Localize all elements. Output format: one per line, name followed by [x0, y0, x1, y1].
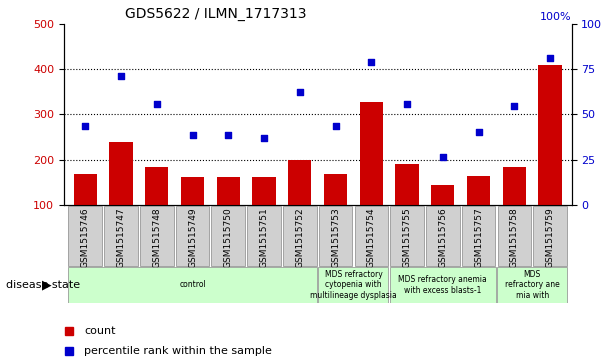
FancyBboxPatch shape [390, 267, 496, 303]
Text: 100%: 100% [540, 12, 572, 22]
Point [223, 132, 233, 138]
FancyBboxPatch shape [68, 267, 317, 303]
Text: MDS refractory
cytopenia with
multilineage dysplasia: MDS refractory cytopenia with multilinea… [310, 270, 397, 300]
Text: control: control [179, 281, 206, 289]
Bar [109, 142, 133, 205]
FancyBboxPatch shape [283, 206, 317, 266]
Text: percentile rank within the sample: percentile rank within the sample [85, 346, 272, 356]
Text: MDS refractory anemia
with excess blasts-1: MDS refractory anemia with excess blasts… [398, 275, 487, 295]
Text: GSM1515748: GSM1515748 [152, 207, 161, 268]
Text: GSM1515751: GSM1515751 [260, 207, 269, 268]
FancyBboxPatch shape [354, 206, 388, 266]
Point [367, 59, 376, 65]
Text: disease state: disease state [6, 280, 80, 290]
FancyBboxPatch shape [497, 206, 531, 266]
Point [474, 129, 483, 134]
Text: GSM1515756: GSM1515756 [438, 207, 447, 268]
Text: GSM1515752: GSM1515752 [295, 207, 304, 268]
Point [152, 101, 162, 107]
Bar [324, 174, 347, 205]
Point [259, 135, 269, 141]
Text: GSM1515757: GSM1515757 [474, 207, 483, 268]
FancyBboxPatch shape [426, 206, 460, 266]
FancyBboxPatch shape [497, 267, 567, 303]
Bar [395, 164, 419, 205]
Point [116, 73, 126, 79]
FancyBboxPatch shape [176, 206, 209, 266]
Text: GSM1515746: GSM1515746 [81, 207, 90, 268]
FancyBboxPatch shape [533, 206, 567, 266]
Text: GSM1515754: GSM1515754 [367, 207, 376, 268]
Bar [431, 185, 454, 205]
Text: GSM1515747: GSM1515747 [117, 207, 125, 268]
FancyBboxPatch shape [69, 206, 102, 266]
Bar [288, 160, 311, 205]
Text: GDS5622 / ILMN_1717313: GDS5622 / ILMN_1717313 [125, 7, 306, 21]
Point [438, 155, 447, 160]
Text: GSM1515750: GSM1515750 [224, 207, 233, 268]
Point [545, 55, 555, 61]
Point [80, 123, 90, 129]
Point [402, 101, 412, 107]
Text: ▶: ▶ [42, 278, 52, 291]
Bar [252, 177, 275, 205]
Bar [181, 177, 204, 205]
FancyBboxPatch shape [104, 206, 138, 266]
FancyBboxPatch shape [390, 206, 424, 266]
Bar [74, 174, 97, 205]
Bar [360, 102, 383, 205]
Bar [503, 167, 526, 205]
Bar [216, 177, 240, 205]
Text: GSM1515758: GSM1515758 [510, 207, 519, 268]
FancyBboxPatch shape [247, 206, 281, 266]
Point [510, 103, 519, 109]
Text: GSM1515749: GSM1515749 [188, 207, 197, 268]
Bar [467, 176, 490, 205]
Text: GSM1515759: GSM1515759 [545, 207, 554, 268]
FancyBboxPatch shape [319, 206, 353, 266]
Text: GSM1515753: GSM1515753 [331, 207, 340, 268]
FancyBboxPatch shape [319, 267, 389, 303]
Bar [539, 65, 562, 205]
Text: count: count [85, 326, 116, 336]
FancyBboxPatch shape [461, 206, 496, 266]
Text: MDS
refractory ane
mia with: MDS refractory ane mia with [505, 270, 559, 300]
Bar [145, 167, 168, 205]
Point [295, 89, 305, 94]
FancyBboxPatch shape [212, 206, 245, 266]
Point [188, 132, 198, 138]
Text: GSM1515755: GSM1515755 [402, 207, 412, 268]
Point [331, 123, 340, 129]
FancyBboxPatch shape [140, 206, 174, 266]
